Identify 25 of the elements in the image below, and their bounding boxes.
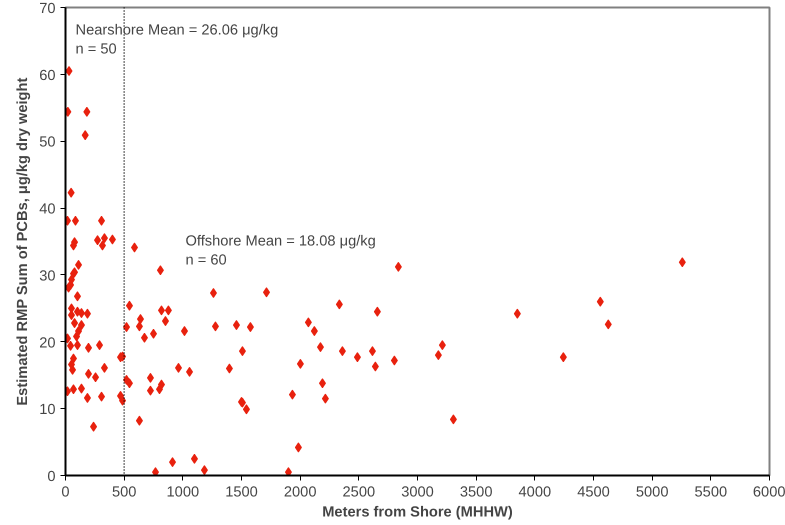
x-tick-label: 5000 xyxy=(636,484,668,500)
x-tick-label: 3500 xyxy=(460,484,492,500)
y-tick-label: 10 xyxy=(39,402,56,418)
y-tick-label: 50 xyxy=(39,134,56,151)
y-tick-label: 0 xyxy=(47,469,56,485)
x-tick-label: 0 xyxy=(61,484,70,500)
x-tick-label: 2000 xyxy=(284,484,316,500)
x-tick-label: 4500 xyxy=(577,484,610,500)
x-tick-label: 5500 xyxy=(694,484,728,500)
x-tick-label: 1000 xyxy=(166,484,200,500)
y-tick-label: 20 xyxy=(39,335,56,352)
x-tick-label: 4000 xyxy=(518,484,552,500)
y-tick-label: 30 xyxy=(39,268,56,284)
annotation: Offshore Mean = 18.08 μg/kg n = 60 xyxy=(186,234,376,269)
x-tick-label: 6000 xyxy=(752,484,785,500)
x-tick-label: 3000 xyxy=(401,484,434,500)
y-axis-title: Estimated RMP Sum of PCBs, μg/kg dry weight xyxy=(15,78,32,406)
y-tick-label: 40 xyxy=(39,202,56,218)
x-tick-label: 2500 xyxy=(342,484,376,500)
x-axis-title: Meters from Shore (MHHW) xyxy=(322,504,513,520)
x-tick-label: 500 xyxy=(112,484,136,500)
y-tick-label: 60 xyxy=(39,68,56,84)
y-tick-label: 70 xyxy=(39,1,56,17)
x-tick-label: 1500 xyxy=(225,484,258,500)
annotation: Nearshore Mean = 26.06 μg/kg n = 50 xyxy=(76,22,278,58)
